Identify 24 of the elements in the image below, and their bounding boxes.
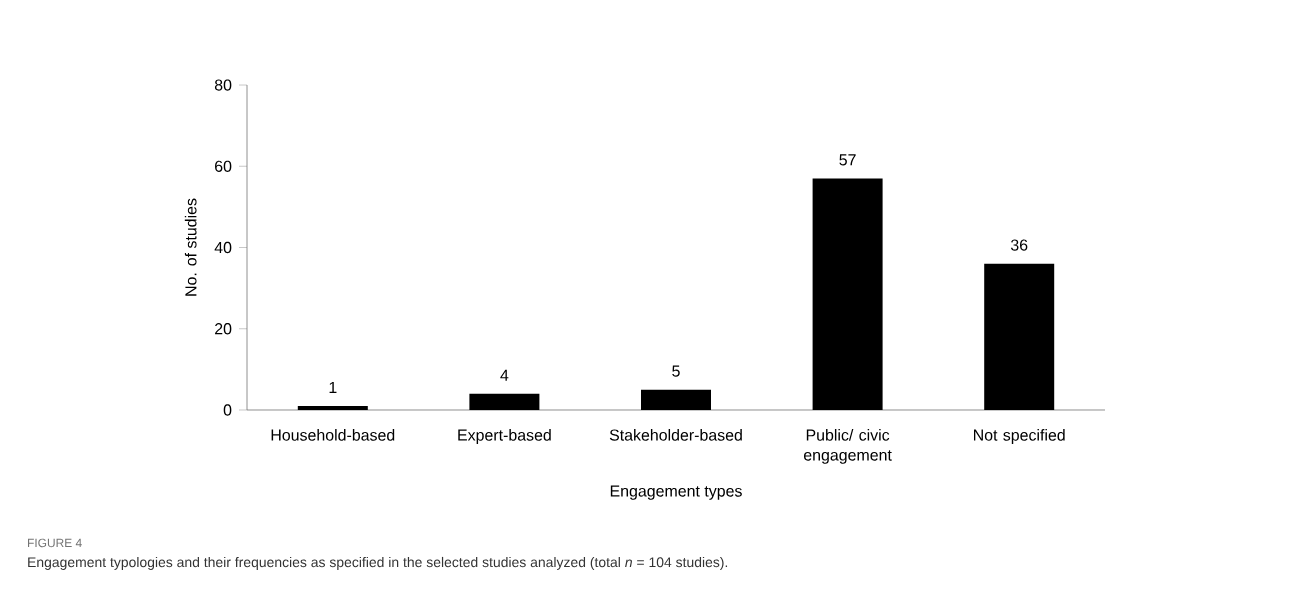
bar <box>469 393 540 410</box>
bar <box>984 263 1055 410</box>
bar <box>297 405 368 410</box>
y-tick-label: 0 <box>223 404 232 416</box>
x-axis-title: Engagement types <box>610 485 742 500</box>
x-tick-label: Expert-based <box>458 429 551 444</box>
y-tick-label: 40 <box>214 241 232 254</box>
y-tick-label: 20 <box>215 323 232 335</box>
data-label: 57 <box>839 154 856 166</box>
x-tick-label: Stakeholder-based <box>609 429 742 441</box>
caption: FIGURE 4 <box>28 538 82 548</box>
data-label: 4 <box>500 369 509 381</box>
x-tick-label: Not specified <box>974 429 1065 444</box>
x-tick-label: Public/ civic engagement <box>803 429 892 464</box>
bar <box>812 178 883 410</box>
y-tick-label: 80 <box>214 79 232 91</box>
y-tick-label: 60 <box>215 160 232 172</box>
data-label: 1 <box>329 381 337 393</box>
text: Engagement typologies and their frequencies as specified in the selected studies analyzed (total n = 104 studies). <box>28 556 728 570</box>
x-tick-label: Household-based <box>271 429 395 441</box>
y-axis-title: No. of studies <box>184 198 197 296</box>
data-label: 36 <box>1010 239 1028 251</box>
data-label: 5 <box>672 365 680 377</box>
bar <box>641 389 711 410</box>
